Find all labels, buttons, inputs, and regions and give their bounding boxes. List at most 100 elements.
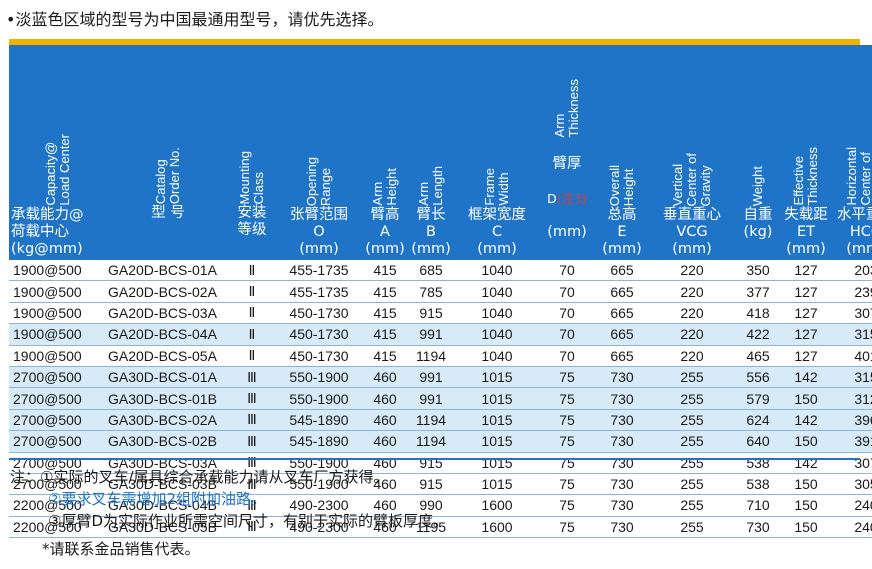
- header-mounting-cn: 安装 等级: [237, 205, 267, 238]
- cell-overall-height: 730: [596, 409, 648, 432]
- cell-hcg: 240: [832, 494, 872, 517]
- cell-capacity: 2700@500: [9, 452, 106, 474]
- cell-vcg: 255: [648, 494, 736, 517]
- header-arm-height: Arm Height 臂高 A (mm): [364, 45, 406, 260]
- footnotes: 注：①实际的叉车/属具综合承载能力请从叉车厂方获得。 ②要求叉车需增加2组附加油…: [10, 466, 448, 560]
- header-frame-width-cn: 框架宽度 C (mm): [468, 207, 526, 257]
- cell-catalog-no: GA20D-BCS-01A: [106, 260, 230, 282]
- table-row: 2700@500 GA30D-BCS-01A Ⅲ 550-1900 460 991 1015…: [9, 366, 872, 389]
- table-row: 2200@500 GA30D-BCS-04B Ⅲ 490-2300 460 990 1600…: [9, 494, 872, 517]
- cell-frame-width: 1015: [456, 473, 538, 496]
- cell-mounting-class: Ⅲ: [230, 366, 274, 389]
- cell-capacity: 1900@500: [9, 280, 106, 303]
- cell-arm-length: 915: [406, 473, 456, 496]
- cell-vcg: 220: [648, 302, 736, 325]
- cell-weight: 710: [736, 494, 780, 517]
- cell-overall-height: 665: [596, 260, 648, 282]
- cell-overall-height: 730: [596, 387, 648, 410]
- cell-frame-width: 1600: [456, 494, 538, 517]
- cell-arm-height: 415: [364, 280, 406, 303]
- header-arm-thickness-cn: 臂厚 D(注3) (mm): [538, 139, 596, 258]
- header-capacity-cn: 承载能力@ 荷载中心 (kg@mm): [11, 207, 84, 257]
- cell-arm-height: 460: [364, 366, 406, 389]
- table-body: 1900@500 GA20D-BCS-01A Ⅱ 455-1735 415 685 1040…: [9, 260, 872, 539]
- cell-opening-range: 450-1730: [274, 302, 364, 325]
- cell-weight: 730: [736, 516, 780, 539]
- cell-arm-height: 415: [364, 323, 406, 346]
- cell-mounting-class: Ⅲ: [230, 516, 274, 539]
- cell-arm-length: 785: [406, 280, 456, 303]
- cell-opening-range: 545-1890: [274, 409, 364, 432]
- cell-weight: 377: [736, 280, 780, 303]
- header-opening-en: Opening Range: [304, 156, 333, 206]
- cell-catalog-no: GA30D-BCS-05B: [106, 516, 230, 539]
- cell-hcg: 307: [832, 302, 872, 325]
- cell-weight: 538: [736, 473, 780, 496]
- cell-effective-thickness: 127: [780, 323, 832, 346]
- header-vcg-cn: 垂直重心 VCG (mm): [663, 207, 721, 257]
- header-opening-cn: 张臂范围 O (mm): [290, 207, 348, 257]
- cell-opening-range: 545-1890: [274, 430, 364, 453]
- cell-arm-thickness: 75: [538, 430, 596, 453]
- cell-frame-width: 1600: [456, 516, 538, 539]
- table-header: Capacity@ Load Center 承载能力@ 荷载中心 (kg@mm)…: [9, 45, 872, 260]
- cell-capacity: 1900@500: [9, 302, 106, 325]
- cell-overall-height: 665: [596, 345, 648, 367]
- cell-hcg: 239: [832, 280, 872, 303]
- cell-weight: 418: [736, 302, 780, 325]
- cell-overall-height: 730: [596, 452, 648, 474]
- cell-hcg: 305: [832, 473, 872, 496]
- header-arm-thickness-symbol: D: [547, 191, 557, 206]
- cell-frame-width: 1015: [456, 409, 538, 432]
- cell-mounting-class: Ⅲ: [230, 430, 274, 453]
- cell-effective-thickness: 150: [780, 494, 832, 517]
- cell-mounting-class: Ⅲ: [230, 387, 274, 410]
- cell-arm-length: 991: [406, 323, 456, 346]
- cell-mounting-class: Ⅱ: [230, 280, 274, 303]
- cell-effective-thickness: 150: [780, 473, 832, 496]
- cell-arm-height: 460: [364, 516, 406, 539]
- cell-effective-thickness: 142: [780, 366, 832, 389]
- cell-arm-height: 415: [364, 260, 406, 282]
- cell-arm-length: 1194: [406, 409, 456, 432]
- cell-effective-thickness: 127: [780, 302, 832, 325]
- cell-arm-length: 991: [406, 387, 456, 410]
- table-row: 1900@500 GA20D-BCS-02A Ⅱ 455-1735 415 785 1040…: [9, 280, 872, 303]
- cell-weight: 640: [736, 430, 780, 453]
- header-opening: Opening Range 张臂范围 O (mm): [274, 45, 364, 260]
- cell-catalog-no: GA30D-BCS-02A: [106, 409, 230, 432]
- table-row: 2200@500 GA30D-BCS-05B Ⅲ 490-2300 460 1195 160…: [9, 516, 872, 539]
- header-arm-thickness-cn-b: D(注3): [538, 190, 596, 207]
- cell-vcg: 255: [648, 516, 736, 539]
- cell-arm-length: 685: [406, 260, 456, 282]
- cell-hcg: 396: [832, 409, 872, 432]
- header-weight-en: Weight: [750, 165, 765, 206]
- cell-arm-thickness: 70: [538, 260, 596, 282]
- cell-overall-height: 665: [596, 323, 648, 346]
- cell-mounting-class: Ⅲ: [230, 409, 274, 432]
- cell-opening-range: 450-1730: [274, 345, 364, 367]
- cell-capacity: 1900@500: [9, 260, 106, 282]
- cell-effective-thickness: 150: [780, 430, 832, 453]
- cell-arm-thickness: 70: [538, 345, 596, 367]
- header-catalog: Catalog Order No. 型 号: [106, 45, 230, 260]
- cell-arm-length: 1194: [406, 430, 456, 453]
- header-arm-height-cn: 臂高 A (mm): [365, 207, 405, 257]
- cell-mounting-class: Ⅱ: [230, 260, 274, 282]
- cell-mounting-class: Ⅱ: [230, 302, 274, 325]
- cell-weight: 624: [736, 409, 780, 432]
- cell-weight: 538: [736, 452, 780, 474]
- cell-mounting-class: Ⅱ: [230, 345, 274, 367]
- table-row: 1900@500 GA20D-BCS-04A Ⅱ 450-1730 415 991 1040…: [9, 323, 872, 346]
- cell-frame-width: 1040: [456, 302, 538, 325]
- footnote-1: 注：①实际的叉车/属具综合承载能力请从叉车厂方获得。: [10, 468, 389, 486]
- spec-table-wrapper: Capacity@ Load Center 承载能力@ 荷载中心 (kg@mm)…: [9, 45, 872, 539]
- header-effective-thickness: Effective Thickness 失载距 ET (mm): [780, 45, 832, 260]
- cell-vcg: 255: [648, 452, 736, 474]
- cell-arm-height: 460: [364, 473, 406, 496]
- header-hcg-en: Horizontal Center of Gravity: [844, 147, 872, 206]
- cell-hcg: 401: [832, 345, 872, 367]
- cell-opening-range: 490-2300: [274, 494, 364, 517]
- cell-overall-height: 730: [596, 473, 648, 496]
- cell-catalog-no: GA30D-BCS-01A: [106, 366, 230, 389]
